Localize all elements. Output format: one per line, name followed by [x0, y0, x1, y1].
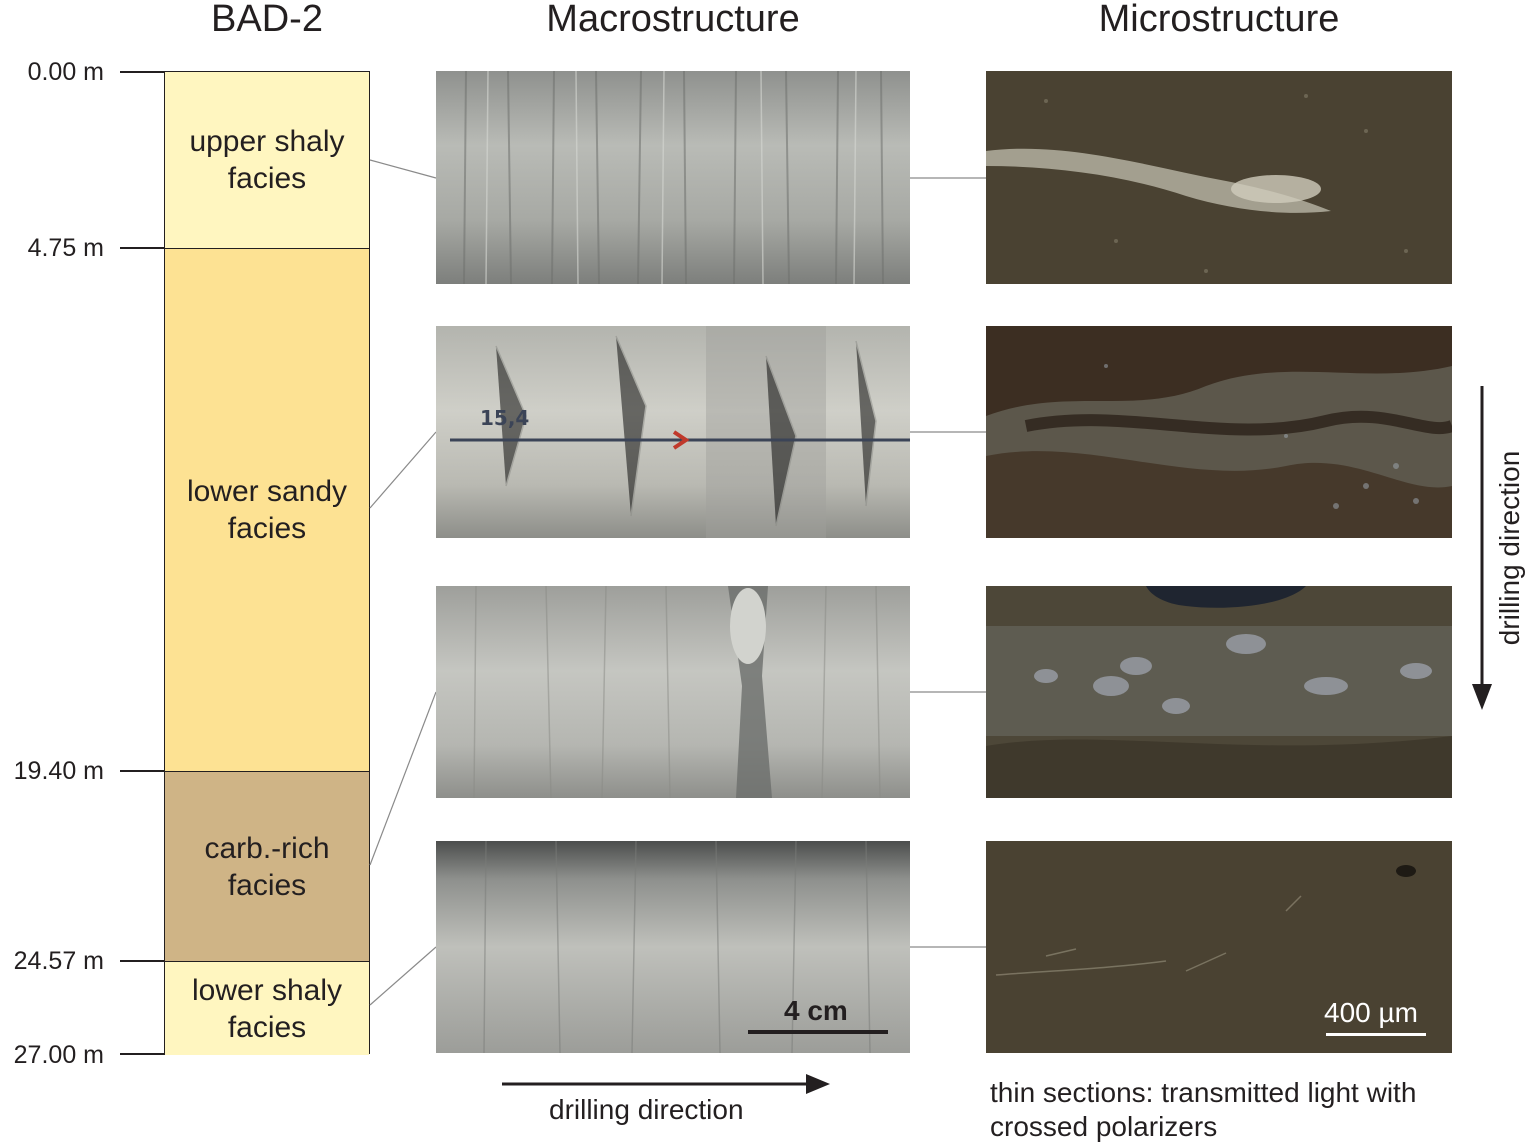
macro-photo-4: 4 cm [436, 841, 910, 1053]
unit-label-lower-shaly: lower shaly facies [191, 973, 343, 1044]
macro-drilling-arrow [502, 1074, 830, 1094]
depth-tick-0 [120, 71, 165, 73]
micro-photo-1 [986, 71, 1452, 284]
micro-photo-3 [986, 586, 1452, 798]
macro-drilling-label: drilling direction [549, 1094, 744, 1125]
connector-lower-shaly [369, 946, 437, 1006]
micro-photo-4: 400 µm [986, 841, 1452, 1053]
macro-photo-1 [436, 71, 910, 284]
depth-label-2: 19.40 m [13, 757, 104, 785]
column-title: BAD-2 [211, 0, 323, 40]
depth-tick-1 [120, 247, 165, 249]
depth-label-3: 24.57 m [13, 947, 104, 975]
unit-carb-rich: carb.-rich facies [165, 772, 369, 962]
depth-label-0: 0.00 m [27, 58, 104, 86]
depth-label-4: 27.00 m [13, 1041, 104, 1069]
unit-lower-sandy: lower sandy facies [165, 249, 369, 772]
core-marking: 15,4 [480, 406, 530, 430]
thin-section-note: thin sections: transmitted light with cr… [990, 1077, 1417, 1142]
macro-photo-2: 15,4 [436, 326, 910, 538]
unit-label-carb-rich: carb.-rich facies [204, 831, 330, 902]
macro-scale-label: 4 cm [784, 995, 848, 1026]
stratigraphic-column: upper shaly facies lower sandy facies ca… [164, 71, 370, 1055]
macro-photo-3 [436, 586, 910, 798]
connector-lower-sandy [369, 431, 437, 509]
unit-lower-shaly: lower shaly facies [165, 962, 369, 1055]
micro-scale-bar [1326, 1033, 1426, 1036]
depth-tick-4 [120, 1053, 165, 1055]
macrostructure-title: Macrostructure [546, 0, 800, 40]
depth-label-1: 4.75 m [27, 234, 104, 262]
unit-upper-shaly: upper shaly facies [165, 72, 369, 249]
depth-tick-2 [120, 770, 165, 772]
micro-drilling-label: drilling direction [1494, 450, 1525, 646]
connector-carb-rich [369, 691, 437, 866]
micro-scale-label: 400 µm [1324, 997, 1418, 1028]
micro-drilling-arrow [1472, 386, 1492, 710]
micro-photo-2 [986, 326, 1452, 538]
unit-label-upper-shaly: upper shaly facies [189, 125, 345, 195]
macro-scale-bar [748, 1030, 888, 1034]
connector-upper-shaly [369, 159, 437, 179]
depth-tick-3 [120, 960, 165, 962]
microstructure-title: Microstructure [1098, 0, 1340, 40]
unit-label-lower-sandy: lower sandy facies [186, 475, 348, 545]
